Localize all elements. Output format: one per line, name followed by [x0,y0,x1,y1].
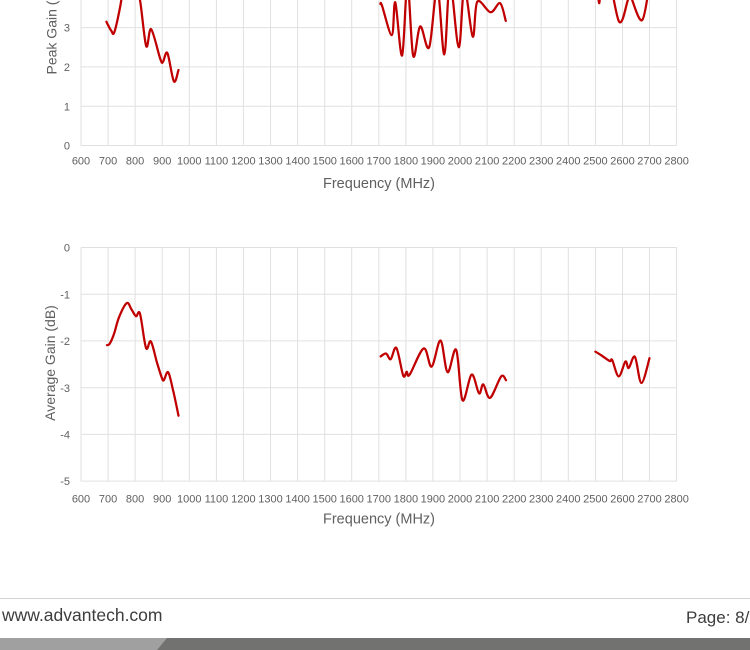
svg-text:1100: 1100 [205,156,229,168]
svg-text:2300: 2300 [529,156,553,168]
svg-text:1200: 1200 [231,494,255,506]
svg-text:1200: 1200 [231,156,255,168]
svg-text:2700: 2700 [637,156,661,168]
svg-text:600: 600 [72,156,90,168]
svg-text:Frequency (MHz): Frequency (MHz) [323,512,435,528]
svg-text:600: 600 [72,494,90,506]
svg-text:2800: 2800 [664,494,688,506]
svg-text:1100: 1100 [205,494,229,506]
svg-text:0: 0 [64,243,70,255]
svg-text:700: 700 [99,156,117,168]
svg-text:-5: -5 [60,476,70,488]
svg-text:2300: 2300 [529,494,553,506]
svg-text:2400: 2400 [556,156,580,168]
svg-text:2100: 2100 [475,494,499,506]
svg-text:-2: -2 [60,336,70,348]
svg-text:900: 900 [153,494,171,506]
svg-text:1000: 1000 [177,156,201,168]
svg-text:2600: 2600 [610,156,634,168]
svg-text:1300: 1300 [258,156,282,168]
svg-text:800: 800 [126,494,144,506]
svg-text:800: 800 [126,156,144,168]
svg-text:1300: 1300 [258,494,282,506]
svg-text:2000: 2000 [448,494,472,506]
svg-text:1400: 1400 [285,494,309,506]
svg-text:-3: -3 [60,383,70,395]
svg-text:700: 700 [99,494,117,506]
svg-text:1800: 1800 [394,494,418,506]
svg-text:1600: 1600 [339,156,363,168]
svg-text:1700: 1700 [367,494,391,506]
svg-text:1700: 1700 [367,156,391,168]
svg-text:2100: 2100 [475,156,499,168]
svg-text:2500: 2500 [583,494,607,506]
svg-text:Frequency (MHz): Frequency (MHz) [323,176,435,192]
svg-text:1400: 1400 [285,156,309,168]
svg-text:1: 1 [64,101,70,113]
svg-text:1600: 1600 [339,494,363,506]
svg-text:0: 0 [64,141,70,153]
svg-text:3: 3 [64,23,70,35]
svg-text:1500: 1500 [312,494,336,506]
svg-text:2000: 2000 [448,156,472,168]
svg-text:-4: -4 [60,430,70,442]
svg-text:900: 900 [153,156,171,168]
svg-text:1800: 1800 [394,156,418,168]
svg-text:1900: 1900 [421,156,445,168]
svg-text:-1: -1 [60,289,70,301]
svg-text:Peak Gain (dB): Peak Gain (dB) [44,0,60,75]
svg-text:2800: 2800 [664,156,688,168]
svg-text:Average Gain (dB): Average Gain (dB) [42,305,58,421]
svg-text:2: 2 [64,62,70,74]
svg-text:2600: 2600 [610,494,634,506]
svg-text:2200: 2200 [502,494,526,506]
svg-text:2200: 2200 [502,156,526,168]
svg-text:1500: 1500 [312,156,336,168]
svg-text:2700: 2700 [637,494,661,506]
svg-text:1900: 1900 [421,494,445,506]
svg-text:2400: 2400 [556,494,580,506]
svg-text:1000: 1000 [177,494,201,506]
svg-text:2500: 2500 [583,156,607,168]
